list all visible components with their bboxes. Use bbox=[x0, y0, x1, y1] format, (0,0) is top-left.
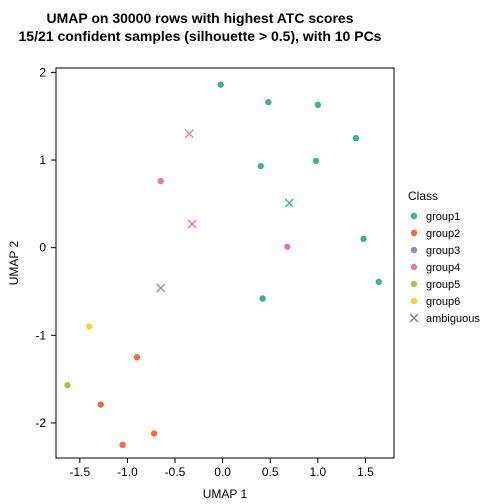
y-tick-label: 2 bbox=[39, 65, 46, 79]
legend-label: group2 bbox=[426, 228, 460, 240]
data-point bbox=[315, 102, 321, 108]
data-point bbox=[360, 236, 366, 242]
y-tick-label: 1 bbox=[39, 153, 46, 167]
legend-label: group3 bbox=[426, 245, 460, 257]
x-tick-label: 0.5 bbox=[262, 465, 279, 479]
data-point bbox=[313, 158, 319, 164]
x-tick-label: -1.5 bbox=[69, 465, 90, 479]
legend-marker-dot bbox=[411, 230, 417, 236]
x-tick-label: 0.0 bbox=[214, 465, 231, 479]
data-point bbox=[353, 135, 359, 141]
y-tick-label: -2 bbox=[35, 416, 46, 430]
data-point bbox=[258, 163, 264, 169]
legend-item: group1 bbox=[411, 211, 460, 223]
legend-label: ambiguous bbox=[426, 313, 480, 325]
x-tick-label: 1.0 bbox=[309, 465, 326, 479]
points-group bbox=[64, 81, 382, 448]
crosses-group bbox=[157, 130, 294, 292]
data-point bbox=[151, 430, 157, 436]
x-axis-label: UMAP 1 bbox=[203, 487, 248, 501]
legend-marker-dot bbox=[411, 247, 417, 253]
legend-item: group5 bbox=[411, 279, 460, 291]
data-point bbox=[284, 244, 290, 250]
legend-marker-dot bbox=[411, 298, 417, 304]
data-point bbox=[158, 178, 164, 184]
y-axis: -2 -1 0 1 2 bbox=[35, 65, 56, 430]
legend-item: ambiguous bbox=[410, 313, 480, 325]
data-point bbox=[218, 81, 224, 87]
data-point bbox=[134, 354, 140, 360]
legend-item: group2 bbox=[411, 228, 460, 240]
y-tick-label: -1 bbox=[35, 328, 46, 342]
legend-marker-dot bbox=[411, 213, 417, 219]
plot-frame bbox=[56, 68, 394, 458]
legend-title: Class bbox=[408, 189, 438, 203]
x-tick-label: -1.0 bbox=[117, 465, 138, 479]
data-point bbox=[64, 382, 70, 388]
x-axis: -1.5 -1.0 -0.5 0.0 0.5 1.0 1.5 bbox=[69, 458, 374, 479]
x-tick-label: 1.5 bbox=[357, 465, 374, 479]
data-point bbox=[265, 99, 271, 105]
legend-label: group1 bbox=[426, 211, 460, 223]
data-point bbox=[86, 323, 92, 329]
legend-label: group6 bbox=[426, 296, 460, 308]
umap-scatter-figure: UMAP on 30000 rows with highest ATC scor… bbox=[0, 0, 504, 504]
data-point bbox=[98, 401, 104, 407]
legend-item: group6 bbox=[411, 296, 460, 308]
legend-marker-dot bbox=[411, 264, 417, 270]
legend-marker-dot bbox=[411, 281, 417, 287]
data-point bbox=[119, 442, 125, 448]
data-point bbox=[259, 295, 265, 301]
legend-item: group4 bbox=[411, 262, 460, 274]
legend-label: group4 bbox=[426, 262, 460, 274]
x-tick-label: -0.5 bbox=[165, 465, 186, 479]
data-point bbox=[376, 279, 382, 285]
plot-svg: -1.5-1.0-0.50.00.51.01.5-2-1012UMAP 1UMA… bbox=[0, 0, 504, 504]
legend-label: group5 bbox=[426, 279, 460, 291]
legend-item: group3 bbox=[411, 245, 460, 257]
y-tick-label: 0 bbox=[39, 241, 46, 255]
y-axis-label: UMAP 2 bbox=[7, 240, 21, 285]
